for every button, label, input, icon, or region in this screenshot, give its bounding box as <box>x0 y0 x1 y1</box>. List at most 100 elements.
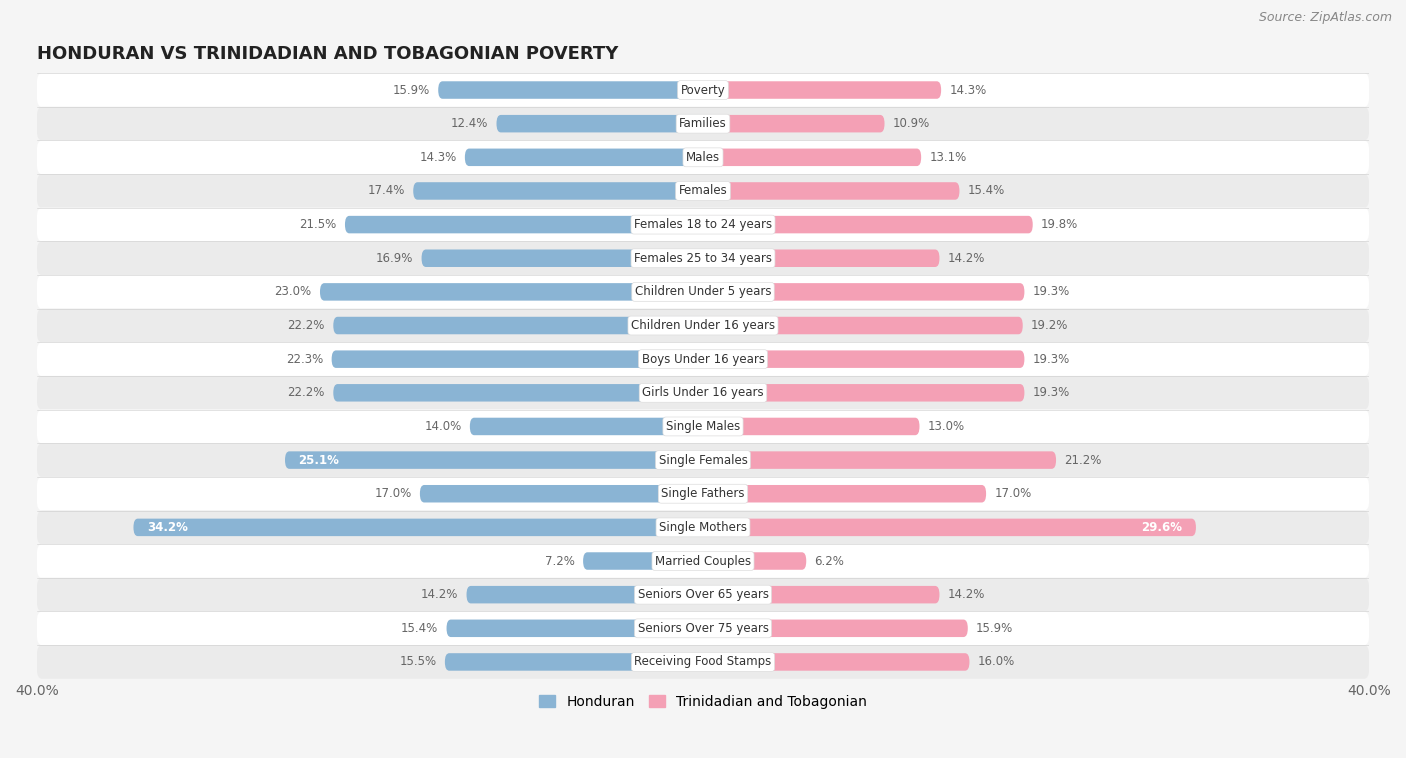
FancyBboxPatch shape <box>37 174 1369 208</box>
FancyBboxPatch shape <box>703 384 1025 402</box>
Text: Single Mothers: Single Mothers <box>659 521 747 534</box>
Text: Married Couples: Married Couples <box>655 555 751 568</box>
Text: Single Females: Single Females <box>658 453 748 467</box>
Text: 17.0%: 17.0% <box>374 487 412 500</box>
FancyBboxPatch shape <box>422 249 703 267</box>
FancyBboxPatch shape <box>703 350 1025 368</box>
Text: 17.0%: 17.0% <box>994 487 1032 500</box>
Text: 19.3%: 19.3% <box>1033 285 1070 299</box>
FancyBboxPatch shape <box>37 578 1369 612</box>
FancyBboxPatch shape <box>37 612 1369 645</box>
Text: 13.0%: 13.0% <box>928 420 965 433</box>
FancyBboxPatch shape <box>37 241 1369 275</box>
FancyBboxPatch shape <box>333 384 703 402</box>
Text: 14.2%: 14.2% <box>948 252 986 265</box>
Text: 29.6%: 29.6% <box>1142 521 1182 534</box>
FancyBboxPatch shape <box>703 418 920 435</box>
FancyBboxPatch shape <box>321 283 703 301</box>
FancyBboxPatch shape <box>703 317 1022 334</box>
FancyBboxPatch shape <box>583 553 703 570</box>
Text: Females 25 to 34 years: Females 25 to 34 years <box>634 252 772 265</box>
Text: Children Under 16 years: Children Under 16 years <box>631 319 775 332</box>
Text: 34.2%: 34.2% <box>146 521 187 534</box>
FancyBboxPatch shape <box>37 477 1369 511</box>
FancyBboxPatch shape <box>447 619 703 637</box>
Text: 22.2%: 22.2% <box>288 319 325 332</box>
Text: 6.2%: 6.2% <box>814 555 845 568</box>
Text: 21.2%: 21.2% <box>1064 453 1102 467</box>
Text: 21.5%: 21.5% <box>299 218 336 231</box>
Text: 15.9%: 15.9% <box>976 622 1014 634</box>
Text: 19.8%: 19.8% <box>1040 218 1078 231</box>
Text: 19.2%: 19.2% <box>1031 319 1069 332</box>
Text: Boys Under 16 years: Boys Under 16 years <box>641 352 765 365</box>
FancyBboxPatch shape <box>37 343 1369 376</box>
Text: 14.3%: 14.3% <box>949 83 987 96</box>
FancyBboxPatch shape <box>496 115 703 133</box>
FancyBboxPatch shape <box>703 249 939 267</box>
FancyBboxPatch shape <box>703 619 967 637</box>
Text: Source: ZipAtlas.com: Source: ZipAtlas.com <box>1258 11 1392 24</box>
Text: 10.9%: 10.9% <box>893 117 931 130</box>
FancyBboxPatch shape <box>703 182 959 199</box>
FancyBboxPatch shape <box>703 553 806 570</box>
Legend: Honduran, Trinidadian and Tobagonian: Honduran, Trinidadian and Tobagonian <box>533 689 873 714</box>
Text: HONDURAN VS TRINIDADIAN AND TOBAGONIAN POVERTY: HONDURAN VS TRINIDADIAN AND TOBAGONIAN P… <box>37 45 619 64</box>
FancyBboxPatch shape <box>703 81 941 99</box>
Text: 15.4%: 15.4% <box>401 622 439 634</box>
Text: 13.1%: 13.1% <box>929 151 967 164</box>
FancyBboxPatch shape <box>703 115 884 133</box>
Text: Females: Females <box>679 184 727 197</box>
Text: Families: Families <box>679 117 727 130</box>
FancyBboxPatch shape <box>37 544 1369 578</box>
Text: Females 18 to 24 years: Females 18 to 24 years <box>634 218 772 231</box>
Text: 15.9%: 15.9% <box>392 83 430 96</box>
FancyBboxPatch shape <box>37 409 1369 443</box>
FancyBboxPatch shape <box>703 485 986 503</box>
Text: Single Males: Single Males <box>666 420 740 433</box>
FancyBboxPatch shape <box>703 149 921 166</box>
Text: 7.2%: 7.2% <box>546 555 575 568</box>
FancyBboxPatch shape <box>470 418 703 435</box>
FancyBboxPatch shape <box>703 451 1056 469</box>
Text: Receiving Food Stamps: Receiving Food Stamps <box>634 656 772 669</box>
Text: 14.0%: 14.0% <box>425 420 461 433</box>
FancyBboxPatch shape <box>703 518 1197 536</box>
FancyBboxPatch shape <box>37 275 1369 309</box>
Text: Children Under 5 years: Children Under 5 years <box>634 285 772 299</box>
Text: 12.4%: 12.4% <box>451 117 488 130</box>
FancyBboxPatch shape <box>37 74 1369 107</box>
FancyBboxPatch shape <box>37 443 1369 477</box>
FancyBboxPatch shape <box>332 350 703 368</box>
Text: 19.3%: 19.3% <box>1033 352 1070 365</box>
Text: 19.3%: 19.3% <box>1033 387 1070 399</box>
FancyBboxPatch shape <box>37 511 1369 544</box>
Text: 22.2%: 22.2% <box>288 387 325 399</box>
FancyBboxPatch shape <box>37 376 1369 409</box>
FancyBboxPatch shape <box>439 81 703 99</box>
FancyBboxPatch shape <box>37 140 1369 174</box>
FancyBboxPatch shape <box>333 317 703 334</box>
FancyBboxPatch shape <box>37 309 1369 343</box>
FancyBboxPatch shape <box>703 283 1025 301</box>
Text: Single Fathers: Single Fathers <box>661 487 745 500</box>
FancyBboxPatch shape <box>467 586 703 603</box>
Text: 15.4%: 15.4% <box>967 184 1005 197</box>
Text: 14.2%: 14.2% <box>420 588 458 601</box>
FancyBboxPatch shape <box>413 182 703 199</box>
Text: Poverty: Poverty <box>681 83 725 96</box>
Text: 23.0%: 23.0% <box>274 285 312 299</box>
FancyBboxPatch shape <box>703 216 1033 233</box>
FancyBboxPatch shape <box>37 208 1369 241</box>
Text: 16.9%: 16.9% <box>375 252 413 265</box>
FancyBboxPatch shape <box>37 107 1369 140</box>
Text: Males: Males <box>686 151 720 164</box>
FancyBboxPatch shape <box>285 451 703 469</box>
Text: 25.1%: 25.1% <box>298 453 339 467</box>
FancyBboxPatch shape <box>465 149 703 166</box>
Text: 22.3%: 22.3% <box>285 352 323 365</box>
Text: Seniors Over 75 years: Seniors Over 75 years <box>637 622 769 634</box>
FancyBboxPatch shape <box>703 586 939 603</box>
Text: Girls Under 16 years: Girls Under 16 years <box>643 387 763 399</box>
Text: 16.0%: 16.0% <box>977 656 1015 669</box>
